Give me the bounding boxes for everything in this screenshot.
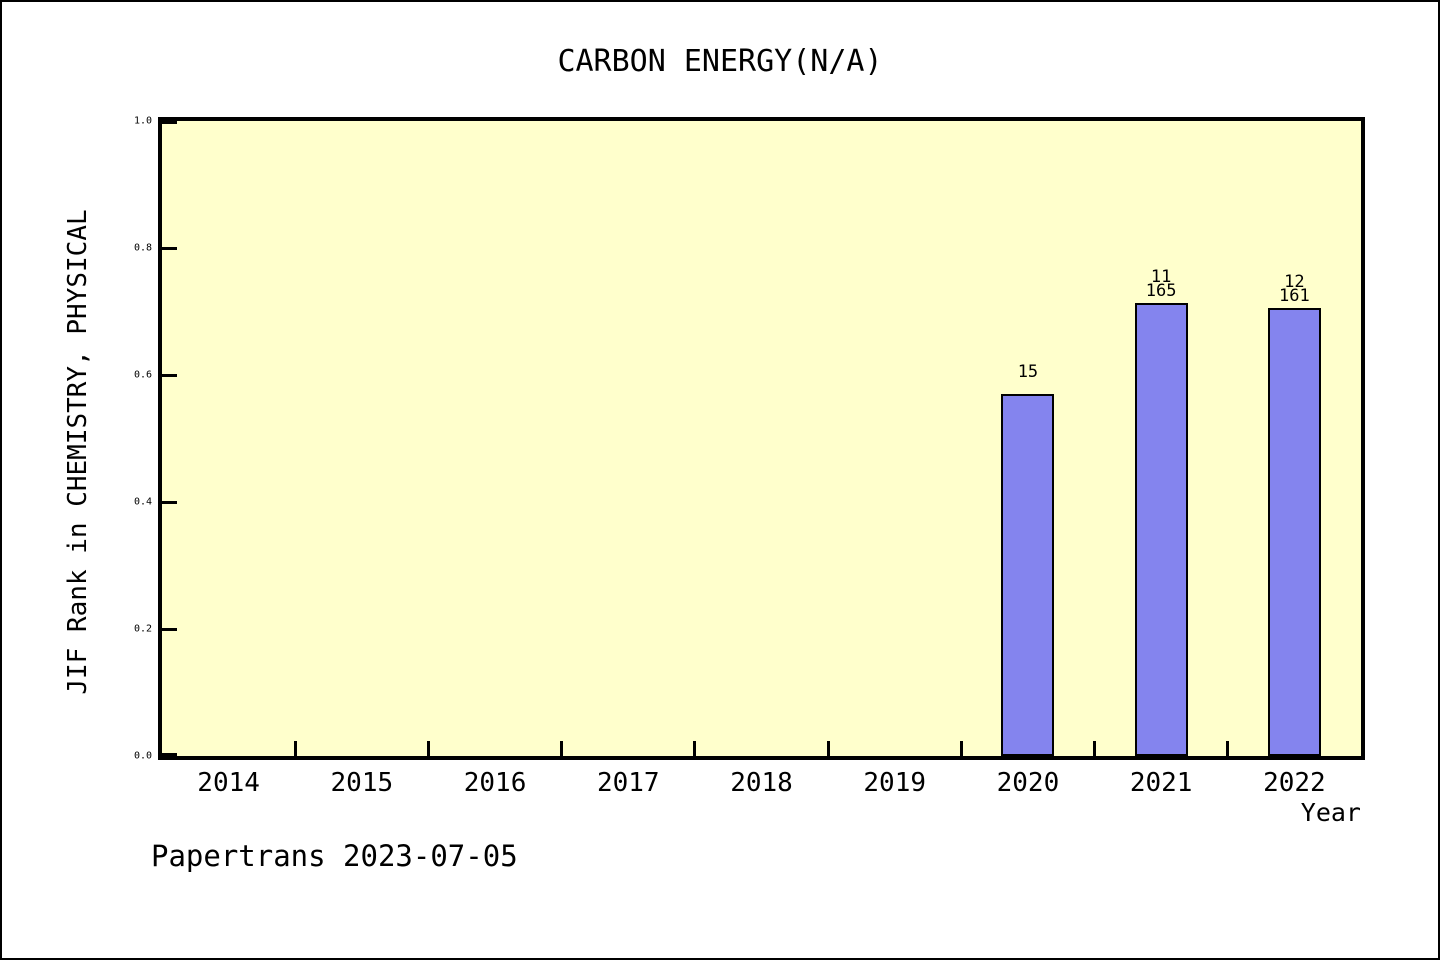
bar-value-label-2022: 12 161: [1279, 272, 1310, 306]
x-tick-mark: [693, 741, 697, 756]
x-tick-mark: [293, 741, 297, 756]
x-tick-label-2015: 2015: [330, 768, 394, 798]
y-tick-mark: [162, 500, 177, 504]
y-tick-mark: [162, 627, 177, 631]
y-tick-label: 0.2: [133, 623, 152, 635]
y-tick-label: 0.4: [133, 496, 152, 508]
footer-note: Papertrans 2023-07-05: [151, 839, 518, 873]
bar-2020: [1001, 394, 1055, 756]
bar-value-label-2020: 15: [1017, 362, 1039, 382]
y-tick-mark: [162, 246, 177, 250]
x-tick-mark: [426, 741, 430, 756]
bar-2021: [1134, 303, 1188, 756]
x-tick-label-2016: 2016: [463, 768, 527, 798]
y-tick-mark: [162, 753, 177, 756]
x-tick-label-2021: 2021: [1129, 768, 1193, 798]
plot-area: 15 11 165 12 161: [158, 117, 1365, 760]
y-tick-label: 0.6: [133, 369, 152, 381]
x-axis-title: Year: [1300, 798, 1361, 827]
bar-value-label-2021: 11 165: [1145, 267, 1177, 301]
y-tick-label: 0.0: [133, 750, 152, 762]
x-tick-mark: [959, 741, 963, 756]
x-tick-label-2022: 2022: [1263, 768, 1326, 798]
y-tick-mark: [162, 373, 177, 377]
y-tick-label: 1.0: [133, 115, 152, 127]
chart-title: CARBON ENERGY(N/A): [557, 44, 883, 79]
y-tick-mark: [162, 121, 177, 124]
x-tick-label-2019: 2019: [863, 768, 927, 798]
x-tick-mark: [826, 741, 830, 756]
x-tick-mark: [560, 741, 564, 756]
y-axis-title: JIF Rank in CHEMISTRY, PHYSICAL: [63, 209, 93, 695]
x-tick-label-2018: 2018: [730, 768, 793, 798]
x-tick-label-2014: 2014: [197, 768, 260, 798]
bar-2022: [1267, 308, 1321, 756]
y-tick-label: 0.8: [133, 242, 152, 254]
x-tick-mark: [1226, 741, 1230, 756]
x-tick-label-2020: 2020: [996, 768, 1060, 798]
x-tick-label-2017: 2017: [596, 768, 660, 798]
x-tick-mark: [1093, 741, 1097, 756]
